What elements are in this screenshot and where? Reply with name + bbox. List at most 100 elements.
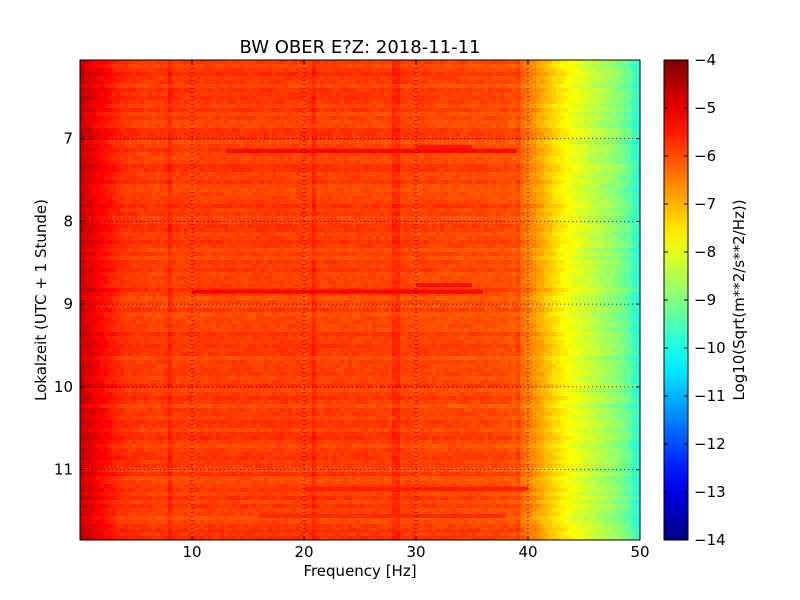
heatmap-cell	[360, 92, 365, 97]
heatmap-cell	[492, 180, 497, 185]
heatmap-cell	[556, 144, 561, 149]
heatmap-cell	[412, 108, 417, 113]
heatmap-cell	[304, 96, 309, 101]
heatmap-cell	[404, 184, 409, 189]
heatmap-cell	[380, 132, 385, 137]
heatmap-cell	[232, 192, 237, 197]
heatmap-cell	[480, 160, 485, 165]
heatmap-cell	[496, 164, 501, 169]
heatmap-cell	[268, 188, 273, 193]
heatmap-cell	[488, 64, 493, 69]
heatmap-cell	[504, 160, 509, 165]
heatmap-cell	[452, 180, 457, 185]
heatmap-cell	[600, 184, 605, 189]
heatmap-cell	[152, 136, 157, 141]
heatmap-cell	[308, 160, 313, 165]
heatmap-cell	[132, 188, 137, 193]
heatmap-cell	[112, 112, 117, 117]
heatmap-cell	[548, 100, 553, 105]
heatmap-cell	[404, 156, 409, 161]
heatmap-cell	[372, 176, 377, 181]
heatmap-cell	[300, 156, 305, 161]
heatmap-cell	[176, 112, 181, 117]
heatmap-cell	[464, 168, 469, 173]
heatmap-cell	[592, 144, 597, 149]
heatmap-cell	[160, 192, 165, 197]
heatmap-cell	[208, 84, 213, 89]
heatmap-cell	[264, 108, 269, 113]
heatmap-cell	[256, 60, 261, 65]
heatmap-cell	[460, 120, 465, 125]
heatmap-cell	[312, 120, 317, 125]
heatmap-cell	[84, 156, 89, 161]
heatmap-cell	[152, 156, 157, 161]
heatmap-cell	[84, 192, 89, 197]
heatmap-cell	[512, 144, 517, 149]
heatmap-cell	[128, 144, 133, 149]
heatmap-cell	[272, 128, 277, 133]
heatmap-cell	[220, 108, 225, 113]
heatmap-cell	[604, 192, 609, 197]
heatmap-cell	[412, 176, 417, 181]
heatmap-cell	[560, 92, 565, 97]
heatmap-cell	[304, 104, 309, 109]
heatmap-cell	[224, 60, 229, 65]
heatmap-cell	[460, 156, 465, 161]
heatmap-cell	[528, 192, 533, 197]
heatmap-cell	[392, 124, 397, 129]
heatmap-cell	[316, 100, 321, 105]
heatmap-cell	[604, 144, 609, 149]
heatmap-cell	[492, 176, 497, 181]
heatmap-cell	[428, 104, 433, 109]
heatmap-cell	[320, 76, 325, 81]
heatmap-cell	[404, 84, 409, 89]
heatmap-cell	[296, 100, 301, 105]
heatmap-cell	[544, 132, 549, 137]
heatmap-cell	[340, 164, 345, 169]
heatmap-cell	[140, 112, 145, 117]
heatmap-cell	[264, 156, 269, 161]
heatmap-cell	[560, 176, 565, 181]
heatmap-cell	[236, 200, 241, 205]
heatmap-cell	[356, 200, 361, 205]
heatmap-cell	[252, 92, 257, 97]
heatmap-cell	[532, 124, 537, 129]
heatmap-cell	[136, 112, 141, 117]
heatmap-cell	[416, 108, 421, 113]
heatmap-cell	[248, 160, 253, 165]
heatmap-cell	[600, 116, 605, 121]
heatmap-cell	[596, 136, 601, 141]
heatmap-cell	[596, 92, 601, 97]
heatmap-cell	[164, 104, 169, 109]
heatmap-cell	[348, 108, 353, 113]
heatmap-cell	[124, 144, 129, 149]
heatmap-cell	[548, 144, 553, 149]
heatmap-cell	[180, 120, 185, 125]
heatmap-cell	[512, 172, 517, 177]
heatmap-cell	[268, 156, 273, 161]
heatmap-cell	[176, 132, 181, 137]
heatmap-cell	[528, 72, 533, 77]
heatmap-cell	[100, 68, 105, 73]
heatmap-cell	[604, 148, 609, 153]
heatmap-cell	[412, 156, 417, 161]
heatmap-cell	[568, 132, 573, 137]
heatmap-cell	[188, 144, 193, 149]
heatmap-cell	[496, 128, 501, 133]
heatmap-cell	[188, 156, 193, 161]
heatmap-cell	[416, 120, 421, 125]
heatmap-cell	[164, 180, 169, 185]
heatmap-cell	[332, 136, 337, 141]
heatmap-cell	[280, 60, 285, 65]
heatmap-cell	[328, 192, 333, 197]
heatmap-cell	[608, 176, 613, 181]
heatmap-cell	[620, 112, 625, 117]
heatmap-cell	[500, 104, 505, 109]
heatmap-cell	[284, 184, 289, 189]
heatmap-cell	[152, 88, 157, 93]
heatmap-cell	[544, 64, 549, 69]
heatmap-cell	[548, 132, 553, 137]
heatmap-cell	[572, 160, 577, 165]
heatmap-cell	[344, 100, 349, 105]
heatmap-cell	[104, 64, 109, 69]
